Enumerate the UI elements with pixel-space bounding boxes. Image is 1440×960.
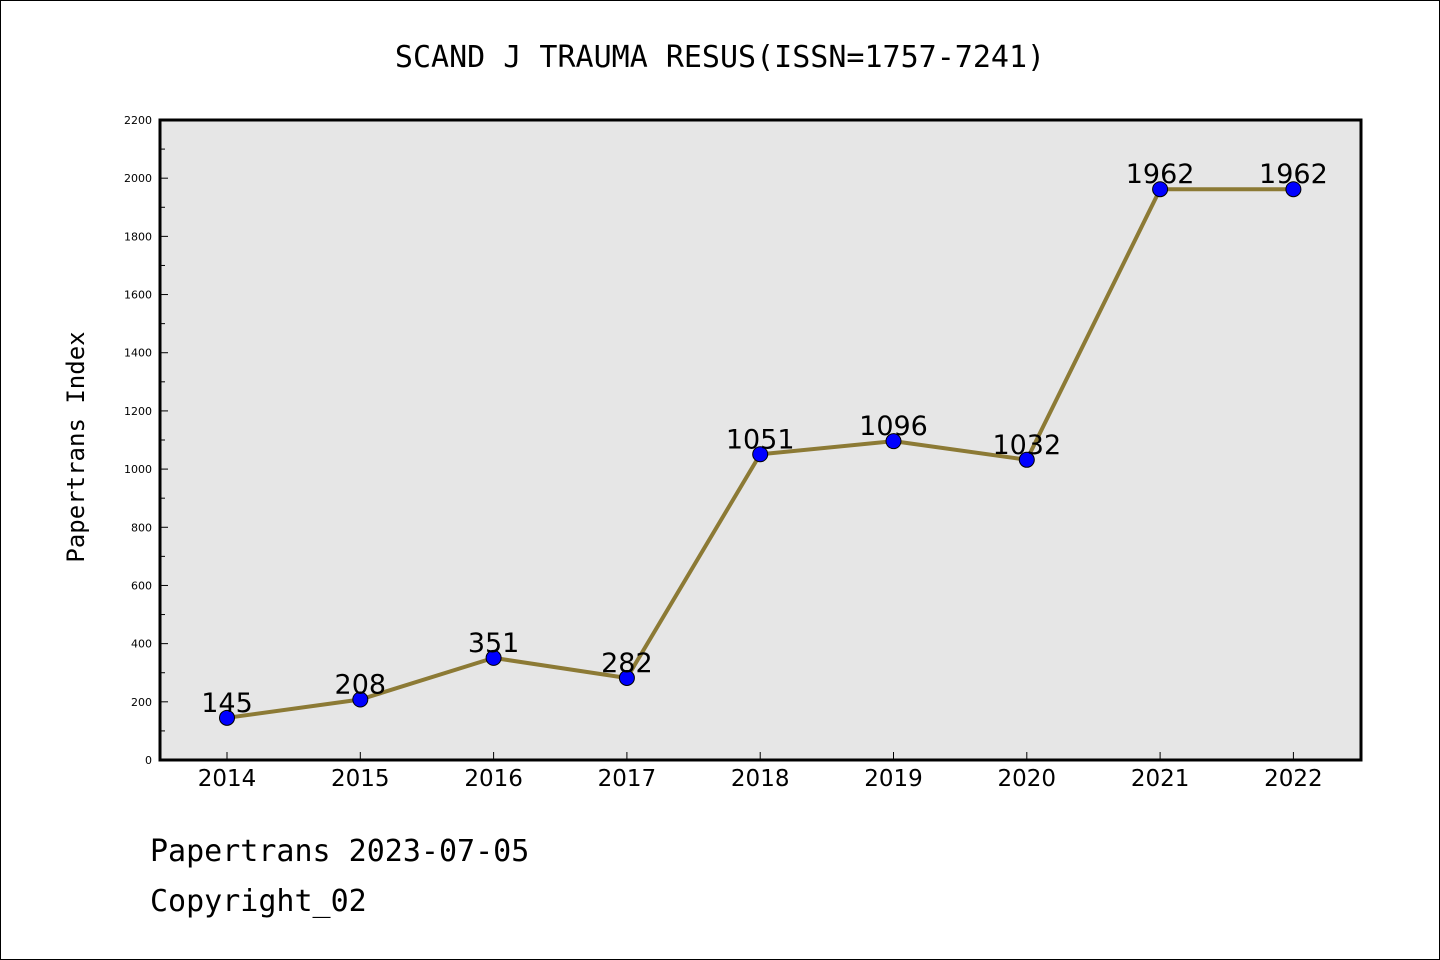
x-tick-label: 2018 [731,766,790,792]
y-tick-label: 1600 [124,289,152,302]
data-label: 1962 [1259,159,1328,190]
data-point [752,446,769,463]
footer-copyright-text: Copyright_02 [150,884,367,919]
data-point [1152,181,1169,198]
chart-title: SCAND J TRAUMA RESUS(ISSN=1757-7241) [395,40,1045,75]
y-axis: 0 200 400 600 800 1000 1200 1400 1600 1800 2000 220… [124,114,168,767]
x-tick-label: 2015 [331,766,390,792]
data-point [352,691,369,708]
y-axis-label: Papertrans Index [62,331,90,562]
data-point [618,669,635,686]
data-point [485,649,502,666]
data-point [1285,181,1302,198]
data-label: 1051 [726,424,795,455]
x-tick-label: 2020 [998,766,1057,792]
y-tick-label: 200 [131,696,152,709]
y-tick-label: 1800 [124,230,152,243]
x-tick-label: 2014 [198,766,257,792]
x-tick-label: 2017 [598,766,657,792]
data-label: 208 [335,669,387,700]
y-tick-label: 800 [131,521,152,534]
x-tick-label: 2016 [464,766,523,792]
x-tick-label: 2022 [1264,766,1323,792]
y-tick-label: 400 [131,638,152,651]
data-label: 1032 [992,430,1061,461]
x-tick-label: 2021 [1131,766,1190,792]
y-tick-label: 2200 [124,114,152,127]
data-label: 145 [201,688,253,719]
data-point [1018,451,1035,468]
y-tick-label: 1400 [124,347,152,360]
y-tick-label: 1200 [124,405,152,418]
plot-area [158,118,1363,762]
x-axis: 2014 2015 2016 2017 2018 2019 2020 2021 2022 [198,752,1323,792]
x-tick-label: 2019 [864,766,923,792]
footer-date-text: Papertrans 2023-07-05 [150,834,530,869]
data-label: 1096 [859,411,928,442]
data-point [219,709,235,726]
series-group: 145 208 351 282 1051 1096 1032 1962 1962 [201,159,1328,726]
y-tick-label: 0 [145,754,152,767]
data-label: 351 [468,628,520,659]
data-label: 282 [601,648,653,679]
y-tick-label: 1000 [124,463,152,476]
y-tick-label: 600 [131,579,152,592]
data-label: 1962 [1126,159,1195,190]
data-point [885,433,902,450]
y-tick-label: 2000 [124,172,152,185]
